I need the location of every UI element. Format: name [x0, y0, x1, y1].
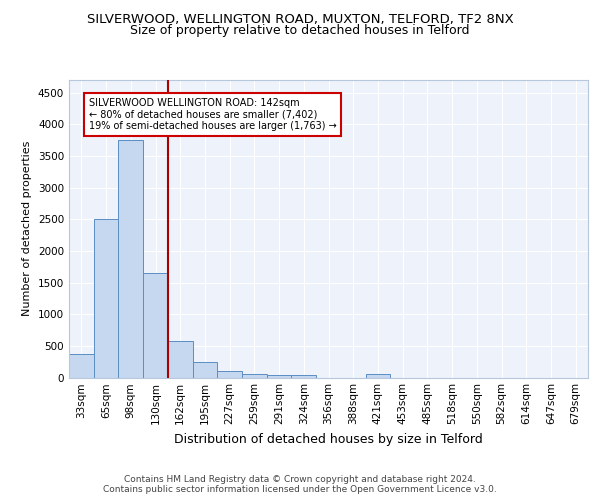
Text: SILVERWOOD, WELLINGTON ROAD, MUXTON, TELFORD, TF2 8NX: SILVERWOOD, WELLINGTON ROAD, MUXTON, TEL… — [86, 12, 514, 26]
Bar — [217, 371, 242, 378]
Bar — [143, 273, 168, 378]
Bar — [94, 220, 118, 378]
Bar — [118, 140, 143, 378]
Bar — [69, 354, 94, 378]
Text: Size of property relative to detached houses in Telford: Size of property relative to detached ho… — [130, 24, 470, 37]
Bar — [168, 341, 193, 378]
Bar — [193, 362, 217, 378]
Bar — [292, 375, 316, 378]
Text: Contains HM Land Registry data © Crown copyright and database right 2024.
Contai: Contains HM Land Registry data © Crown c… — [103, 474, 497, 494]
X-axis label: Distribution of detached houses by size in Telford: Distribution of detached houses by size … — [174, 433, 483, 446]
Bar — [365, 374, 390, 378]
Y-axis label: Number of detached properties: Number of detached properties — [22, 141, 32, 316]
Bar — [242, 374, 267, 378]
Bar — [267, 374, 292, 378]
Text: SILVERWOOD WELLINGTON ROAD: 142sqm
← 80% of detached houses are smaller (7,402)
: SILVERWOOD WELLINGTON ROAD: 142sqm ← 80%… — [89, 98, 337, 131]
